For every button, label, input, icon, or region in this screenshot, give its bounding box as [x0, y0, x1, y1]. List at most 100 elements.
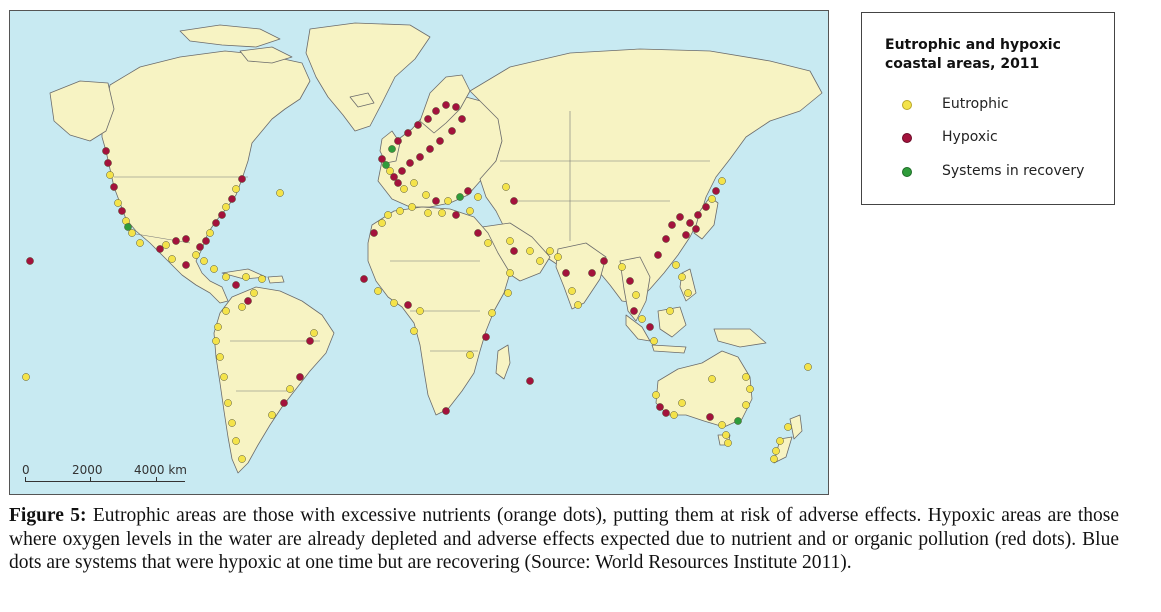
hypoxic-site-dot	[102, 147, 110, 155]
eutrophic-site-dot	[222, 203, 230, 211]
hypoxic-site-dot	[244, 297, 252, 305]
hypoxic-site-dot	[238, 175, 246, 183]
eutrophic-site-dot	[310, 329, 318, 337]
hypoxic-site-dot	[682, 231, 690, 239]
new-zealand-north	[789, 414, 803, 440]
legend-title: Eutrophic and hypoxic coastal areas, 201…	[885, 36, 1061, 74]
eutrophic-site-dot	[22, 373, 30, 381]
legend-label-eutrophic: Eutrophic	[942, 96, 1009, 112]
hypoxic-site-dot	[426, 145, 434, 153]
eutrophic-site-dot	[212, 337, 220, 345]
eutrophic-dot-icon	[902, 100, 912, 110]
hypoxic-site-dot	[360, 275, 368, 283]
recovery-site-dot	[382, 161, 390, 169]
eutrophic-site-dot	[488, 309, 496, 317]
eutrophic-site-dot	[804, 363, 812, 371]
eutrophic-site-dot	[672, 261, 680, 269]
eutrophic-site-dot	[546, 247, 554, 255]
hypoxic-site-dot	[432, 107, 440, 115]
hypoxic-site-dot	[306, 337, 314, 345]
hypoxic-site-dot	[182, 235, 190, 243]
eutrophic-site-dot	[424, 209, 432, 217]
eutrophic-site-dot	[784, 423, 792, 431]
eutrophic-site-dot	[770, 455, 778, 463]
eutrophic-site-dot	[776, 437, 784, 445]
eutrophic-site-dot	[502, 183, 510, 191]
eutrophic-site-dot	[722, 431, 730, 439]
eutrophic-site-dot	[228, 419, 236, 427]
hypoxic-site-dot	[656, 403, 664, 411]
eutrophic-site-dot	[390, 299, 398, 307]
eutrophic-site-dot	[678, 399, 686, 407]
legend-title-line-1: Eutrophic and hypoxic	[885, 37, 1061, 53]
eutrophic-site-dot	[162, 241, 170, 249]
hypoxic-site-dot	[662, 409, 670, 417]
eutrophic-site-dot	[238, 303, 246, 311]
hypoxic-site-dot	[702, 203, 710, 211]
eutrophic-site-dot	[742, 373, 750, 381]
eutrophic-site-dot	[746, 385, 754, 393]
hypoxic-site-dot	[510, 197, 518, 205]
eutrophic-site-dot	[410, 327, 418, 335]
hypoxic-dot-icon	[902, 133, 912, 143]
hypoxic-site-dot	[626, 277, 634, 285]
hypoxic-site-dot	[452, 103, 460, 111]
eutrophic-site-dot	[718, 177, 726, 185]
eutrophic-site-dot	[232, 185, 240, 193]
map-canvas	[22, 22, 823, 474]
scale-tick	[156, 477, 157, 482]
eutrophic-site-dot	[652, 391, 660, 399]
eutrophic-site-dot	[192, 251, 200, 259]
eutrophic-site-dot	[684, 289, 692, 297]
hypoxic-site-dot	[370, 229, 378, 237]
caption-label: Figure 5:	[9, 505, 87, 526]
scale-tick-label-0: 0	[22, 463, 30, 477]
recovery-site-dot	[456, 193, 464, 201]
eutrophic-site-dot	[250, 289, 258, 297]
scale-tick	[90, 477, 91, 482]
eutrophic-site-dot	[466, 351, 474, 359]
hypoxic-site-dot	[694, 211, 702, 219]
scale-bar: 0 2000 4000 km	[22, 463, 202, 493]
hypoxic-site-dot	[458, 115, 466, 123]
arctic-islands	[179, 24, 281, 48]
hypoxic-site-dot	[378, 155, 386, 163]
dots-layer	[22, 101, 812, 463]
eutrophic-site-dot	[650, 337, 658, 345]
eutrophic-site-dot	[286, 385, 294, 393]
caption-text: Eutrophic areas are those with excessive…	[9, 505, 1119, 573]
india	[555, 242, 607, 310]
eutrophic-site-dot	[438, 209, 446, 217]
hypoxic-site-dot	[442, 407, 450, 415]
scale-line	[25, 481, 185, 482]
hypoxic-site-dot	[436, 137, 444, 145]
eutrophic-site-dot	[224, 399, 232, 407]
iceland	[349, 92, 375, 108]
legend-label-hypoxic: Hypoxic	[942, 129, 998, 145]
eutrophic-site-dot	[242, 273, 250, 281]
eutrophic-site-dot	[216, 353, 224, 361]
eutrophic-site-dot	[400, 185, 408, 193]
eutrophic-site-dot	[106, 171, 114, 179]
eutrophic-site-dot	[396, 207, 404, 215]
recovery-site-dot	[124, 223, 132, 231]
eutrophic-site-dot	[258, 275, 266, 283]
greenland	[305, 22, 431, 132]
eutrophic-site-dot	[718, 421, 726, 429]
hypoxic-site-dot	[474, 229, 482, 237]
hypoxic-site-dot	[646, 323, 654, 331]
eutrophic-site-dot	[724, 439, 732, 447]
hypoxic-site-dot	[398, 167, 406, 175]
eutrophic-site-dot	[206, 229, 214, 237]
scale-tick-label-2000: 2000	[72, 463, 103, 477]
eutrophic-site-dot	[200, 257, 208, 265]
hypoxic-site-dot	[442, 101, 450, 109]
south-america	[213, 286, 335, 474]
eutrophic-site-dot	[232, 437, 240, 445]
hypoxic-site-dot	[172, 237, 180, 245]
map-legend: Eutrophic and hypoxic coastal areas, 201…	[861, 12, 1115, 205]
arctic-island-2	[239, 46, 293, 64]
hypoxic-site-dot	[692, 225, 700, 233]
eutrophic-site-dot	[168, 255, 176, 263]
eutrophic-site-dot	[484, 239, 492, 247]
